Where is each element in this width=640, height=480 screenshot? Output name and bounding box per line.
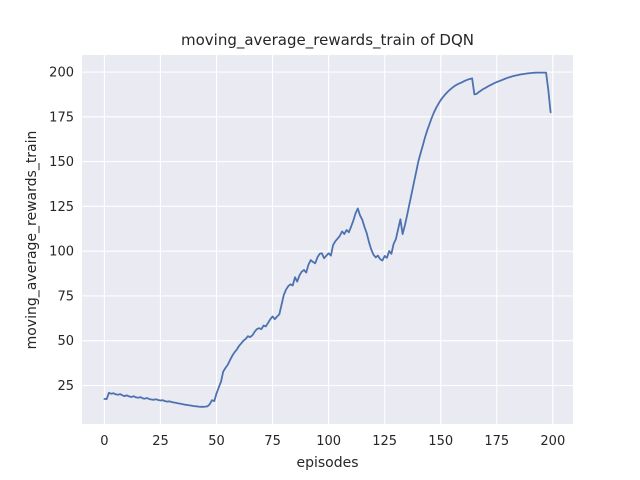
x-axis-label: episodes [296,455,359,471]
x-tick-label: 125 [372,434,397,449]
x-tick-label: 100 [316,434,341,449]
y-tick-label: 100 [49,245,74,260]
y-tick-label: 200 [49,66,74,81]
plot-background [82,55,573,424]
y-tick-label: 25 [57,379,74,394]
data-line [103,71,552,408]
y-tick-label: 150 [49,155,74,170]
x-tick-label: 75 [264,434,281,449]
x-tick-label: 175 [484,434,509,449]
y-tick-label: 75 [57,289,74,304]
x-tick-label: 25 [152,434,169,449]
x-tick-label: 150 [428,434,453,449]
y-tick-label: 175 [49,110,74,125]
x-tick-label: 50 [208,434,225,449]
y-tick-label: 125 [49,200,74,215]
y-tick-label: 50 [57,334,74,349]
y-axis-label: moving_average_rewards_train [24,130,40,350]
chart-title: moving_average_rewards_train of DQN [180,31,475,49]
x-tick-label: 0 [100,434,108,449]
x-tick-label: 200 [540,434,565,449]
